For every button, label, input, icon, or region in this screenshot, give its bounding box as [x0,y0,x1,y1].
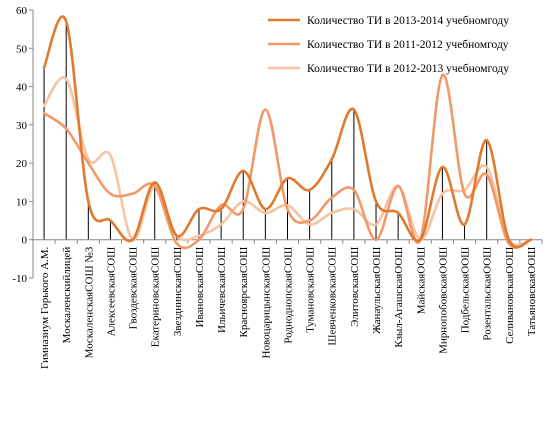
category-label: Гимназиум Горького А.М. [39,246,51,369]
category-label: ИльичевскаяСОШ [216,247,228,333]
category-label: ГвоздевскаяСОШ [128,247,140,330]
category-label: РодноднопскаяСОШ [283,247,295,344]
series-lines [42,15,533,250]
legend-entry: Количество ТИ в 2013-2014 учебномгоду [307,15,509,27]
category-label: ЭлитовскаяСОШ [349,247,361,327]
y-tick-label: -10 [12,273,27,285]
category-label: МоскаленскаяСОШ №3 [83,246,95,358]
category-label: АлексеевскаяСОШ [105,247,117,337]
y-tick-label: 40 [16,82,28,94]
category-label: ПодбельскаяООШ [460,247,472,334]
axes: -10 0 10 20 30 40 50 60 Гимназиум Горького А.М. М… [12,5,543,369]
drop-lines [43,21,488,240]
series-line-1 [42,15,533,249]
category-label: СеливановскаяООШ [504,247,516,344]
legend-entry: Количество ТИ в 2012-2013 учебномгоду [307,63,509,75]
category-label: КрасноярскаяСОШ [238,247,250,338]
y-tick-label: 10 [16,196,28,208]
y-tick-label: 20 [16,158,28,170]
legend: Количество ТИ в 2013-2014 учебномгоду Кол… [268,15,509,75]
category-label: ШевченковскаяСОШ [327,247,339,346]
y-tick-label: 0 [22,235,28,247]
category-label: Москаленскийлицей [61,247,73,344]
category-label: РозентальскаяООШ [482,247,494,341]
category-label: ИвановскаяСОШ [194,247,206,328]
category-label: ЕкатериновскаяСОШ [150,247,162,347]
category-label: ЖанаульскаяООШ [371,247,383,334]
category-label: ТумановскаяСОШ [305,247,317,333]
y-tick-label: 60 [16,5,28,17]
category-label: ЗвезднинскаяСОШ [172,247,184,336]
category-label: ТатьяновскаяООШ [526,247,538,336]
category-label: МирнопобовскаяООШ [437,247,449,354]
legend-entry: Количество ТИ в 2011-2012 учебномгоду [307,39,509,51]
category-label: Кзыл-АгашскаяООШ [393,247,405,348]
y-tick-label: 50 [16,43,28,55]
category-label: МайскаяООШ [415,247,427,315]
y-tick-label: 30 [16,120,28,132]
category-label: НовоцарицынскаяСОШ [260,247,272,359]
series-line-2 [42,73,533,250]
